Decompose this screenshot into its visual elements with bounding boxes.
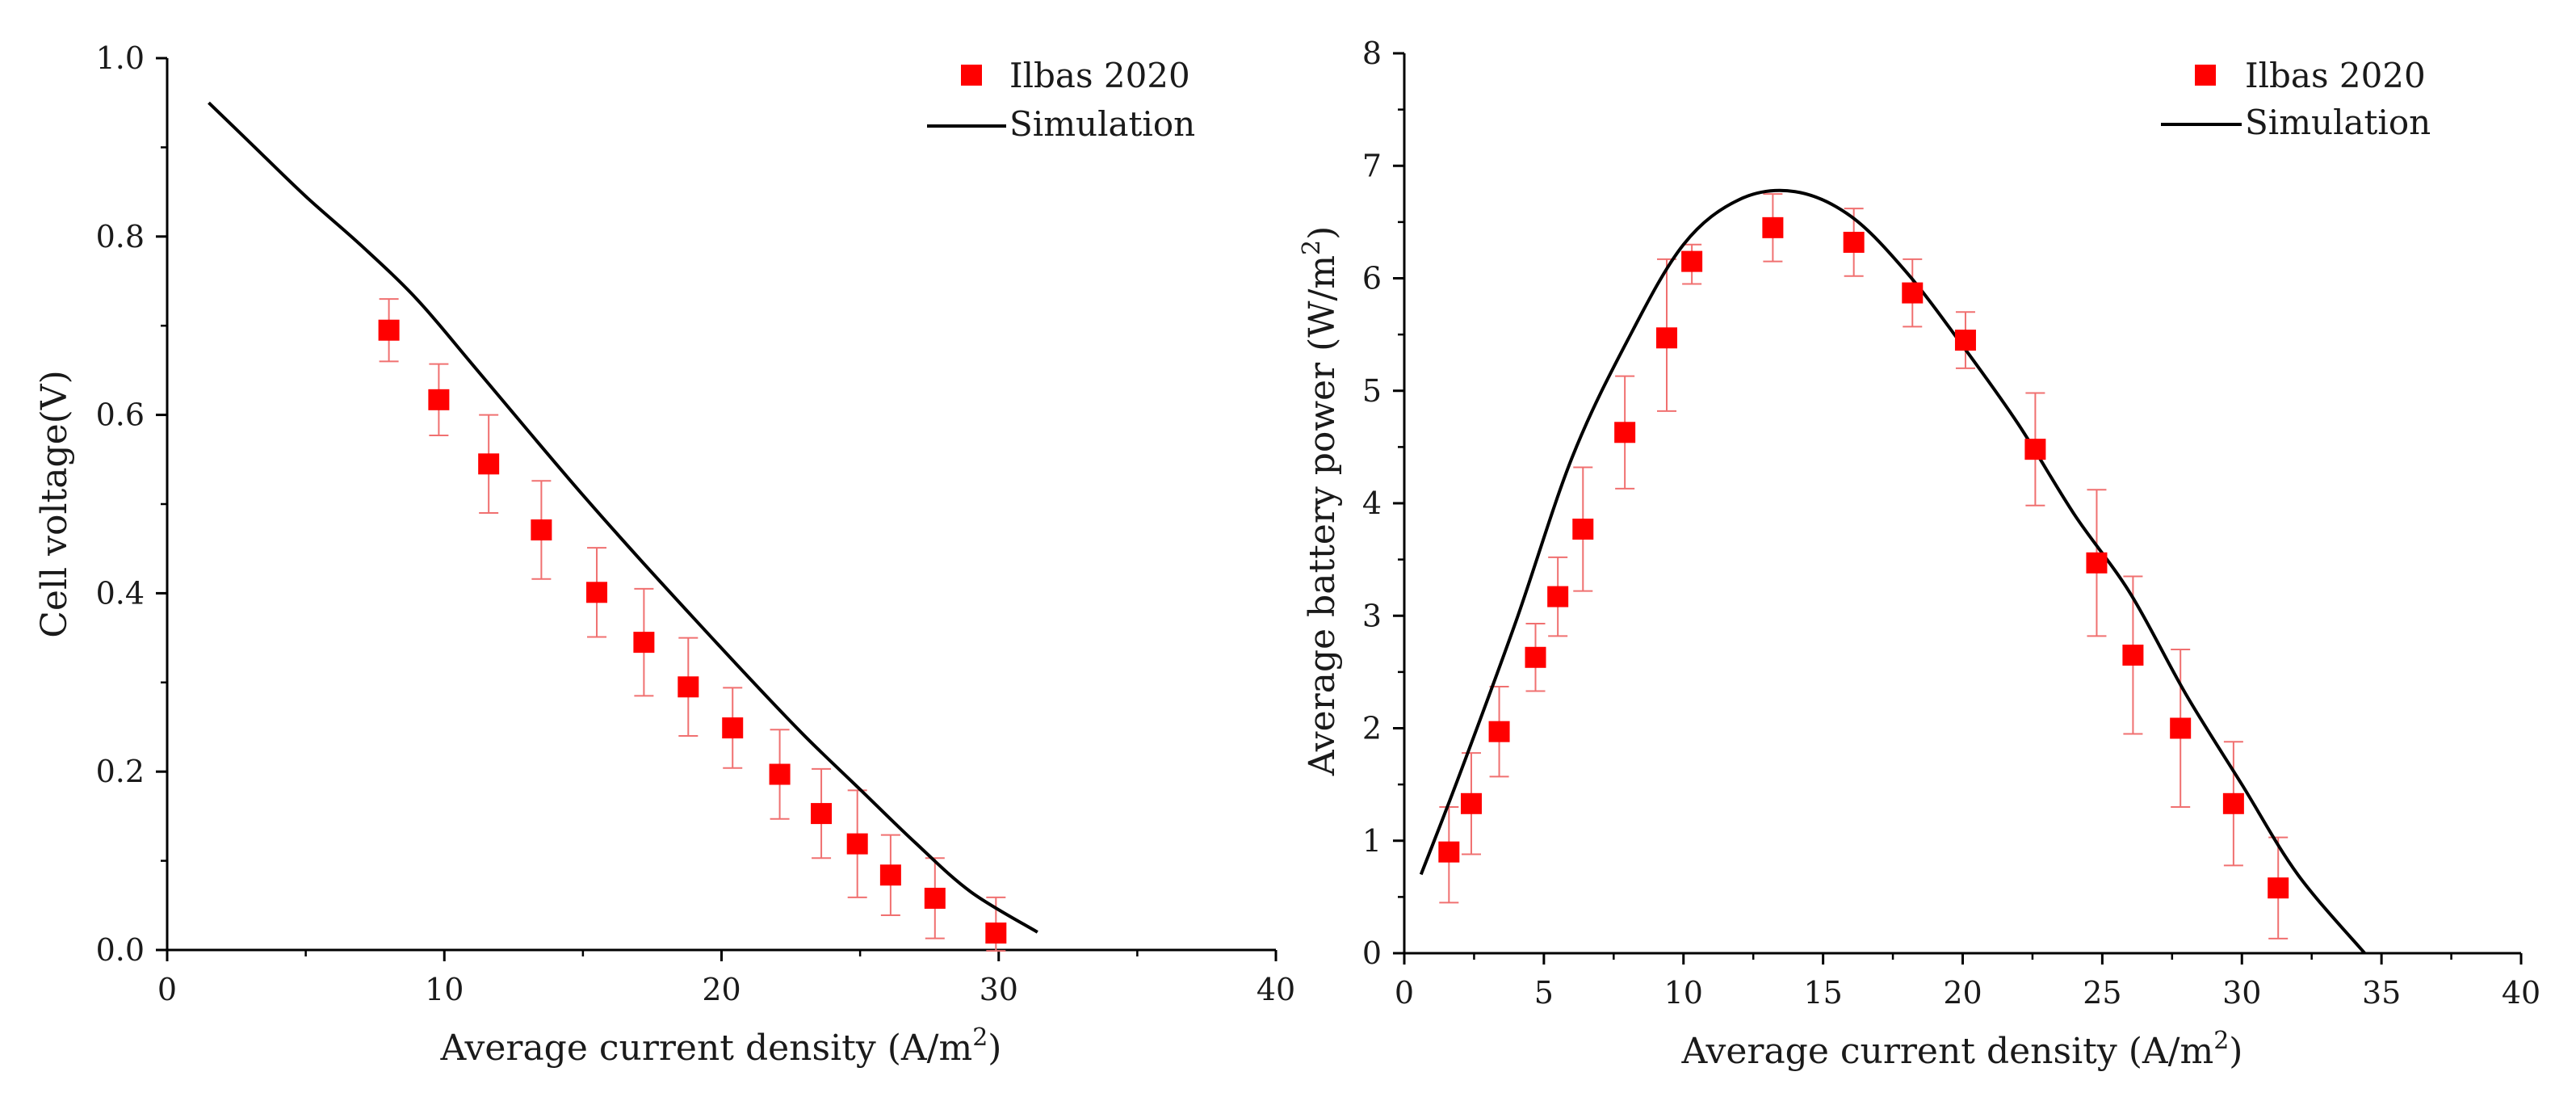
power-legend-marker — [2195, 65, 2216, 86]
power-data-point — [1954, 330, 1976, 351]
voltage-y-tick-label: 0.8 — [96, 219, 145, 254]
power-x-tick-label: 5 — [1534, 975, 1554, 1011]
voltage-x-tick-label: 30 — [980, 972, 1018, 1007]
power-chart-ticks: 0 5 10 15 20 25 30 35 40 0 1 2 3 4 5 6 7 8 — [1362, 36, 2540, 1011]
voltage-y-tick-label: 0.0 — [96, 932, 145, 968]
voltage-data-point — [478, 453, 500, 475]
power-y-tick-label: 1 — [1362, 823, 1382, 859]
voltage-data-point — [879, 864, 901, 886]
power-data-point — [1547, 586, 1569, 607]
power-y-tick-label: 7 — [1362, 148, 1382, 183]
power-y-tick-label: 8 — [1362, 36, 1382, 71]
power-chart-panel: 0 5 10 15 20 25 30 35 40 0 1 2 3 4 5 6 7 8 Average curren… — [1298, 36, 2540, 1072]
voltage-chart-panel: 0 10 20 30 40 0.0 0.2 0.4 0.6 0.8 1.0 Average curr… — [34, 40, 1295, 1069]
power-y-tick-label: 5 — [1362, 373, 1382, 409]
power-legend-data-label: Ilbas 2020 — [2245, 56, 2426, 95]
power-data-point — [1525, 646, 1546, 668]
power-data-point — [1438, 841, 1460, 863]
power-y-tick-label: 2 — [1362, 711, 1382, 746]
voltage-data-point — [769, 763, 791, 785]
power-x-tick-label: 20 — [1943, 975, 1982, 1011]
voltage-y-tick-label: 0.4 — [96, 575, 145, 611]
power-y-tick-label: 4 — [1362, 485, 1382, 521]
voltage-chart-y-axis-label: Cell voltage(V) — [34, 370, 75, 637]
power-data-point — [2222, 792, 2244, 814]
voltage-x-tick-label: 10 — [425, 972, 464, 1007]
voltage-x-tick-label: 0 — [157, 972, 177, 1007]
power-y-tick-label: 0 — [1362, 935, 1382, 971]
power-chart-x-axis-label: Average current density (A/m2) — [1681, 1027, 2243, 1072]
voltage-data-point — [924, 887, 946, 909]
power-y-tick-label: 3 — [1362, 598, 1382, 633]
voltage-data-point — [722, 717, 744, 739]
power-x-tick-label: 30 — [2222, 975, 2261, 1011]
voltage-legend-data-label: Ilbas 2020 — [1009, 56, 1190, 95]
power-data-point — [2122, 644, 2144, 666]
power-legend-simulation-label: Simulation — [2245, 103, 2431, 142]
voltage-chart-legend: Ilbas 2020 Simulation — [927, 56, 1195, 144]
power-data-point — [2268, 877, 2289, 899]
voltage-y-tick-label: 0.2 — [96, 754, 145, 789]
power-x-tick-label: 10 — [1664, 975, 1703, 1011]
voltage-legend-simulation-label: Simulation — [1009, 104, 1195, 144]
power-data-point — [2024, 439, 2046, 460]
voltage-data-point — [985, 923, 1007, 944]
voltage-chart-x-axis-label: Average current density (A/m2) — [440, 1023, 1002, 1069]
voltage-data-point — [586, 582, 608, 603]
voltage-data-point — [811, 803, 833, 825]
voltage-y-tick-label: 0.6 — [96, 397, 145, 433]
power-x-tick-label: 0 — [1395, 975, 1414, 1011]
voltage-data-point — [633, 632, 655, 654]
voltage-chart-ticks: 0 10 20 30 40 0.0 0.2 0.4 0.6 0.8 1.0 — [96, 40, 1296, 1007]
voltage-x-tick-label: 20 — [702, 972, 740, 1007]
voltage-data-point — [428, 389, 450, 410]
power-data-point — [1488, 721, 1510, 742]
power-data-point — [1572, 519, 1594, 540]
power-x-tick-label: 40 — [2502, 975, 2540, 1011]
power-chart-markers — [1438, 216, 2289, 899]
voltage-data-point — [531, 519, 552, 541]
power-data-point — [1902, 282, 1924, 304]
power-data-point — [1843, 231, 1865, 253]
voltage-chart-markers — [378, 319, 1007, 944]
power-data-point — [1656, 327, 1678, 349]
voltage-data-point — [678, 676, 699, 698]
power-data-point — [1614, 422, 1636, 443]
power-x-tick-label: 25 — [2083, 975, 2121, 1011]
voltage-x-tick-label: 40 — [1257, 972, 1295, 1007]
power-data-point — [1681, 250, 1703, 272]
power-chart-simulation-line — [1419, 188, 2366, 955]
power-x-tick-label: 15 — [1803, 975, 1842, 1011]
power-chart-legend: Ilbas 2020 Simulation — [2161, 56, 2431, 142]
power-data-point — [1460, 792, 1482, 814]
power-data-point — [1762, 216, 1784, 238]
power-y-tick-label: 6 — [1362, 261, 1382, 296]
power-data-point — [2086, 552, 2108, 574]
power-x-tick-label: 35 — [2362, 975, 2401, 1011]
power-data-point — [2170, 717, 2192, 739]
voltage-data-point — [378, 319, 400, 341]
voltage-chart-simulation-line — [208, 101, 1038, 934]
voltage-data-point — [846, 833, 868, 855]
power-chart-y-axis-label: Average battery power (W/m2) — [1298, 226, 1343, 777]
voltage-y-tick-label: 1.0 — [96, 40, 145, 76]
voltage-legend-marker — [961, 65, 982, 86]
